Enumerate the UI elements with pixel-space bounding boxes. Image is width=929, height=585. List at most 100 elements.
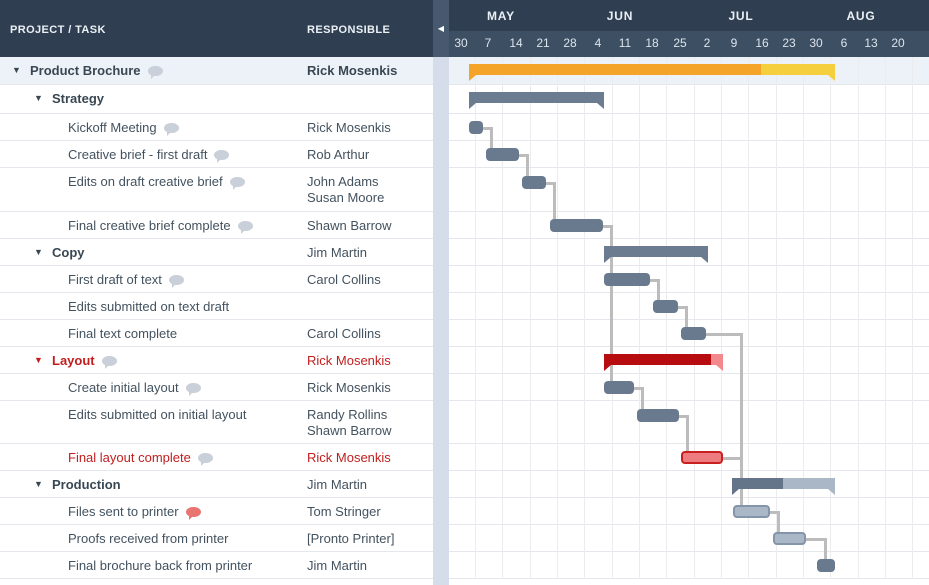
grid-line [694,57,695,579]
summary-bar[interactable] [732,478,835,495]
summary-bar[interactable] [604,246,708,263]
table-row[interactable]: ▼ Copy Jim Martin [0,239,433,266]
timeline-weeks: 30 7 14 21 28 4 11 18 25 2 9 16 23 30 6 13 20 [449,31,929,57]
task-name: Product Brochure [30,63,163,79]
dependency-line [634,387,644,390]
table-row[interactable]: Files sent to printer Tom Stringer [0,498,433,525]
dependency-line [553,182,556,219]
comment-icon[interactable] [185,507,201,520]
gantt-row [449,374,929,401]
responsible-name: Rick Mosenkis [307,353,391,368]
dependency-line [686,415,689,451]
collapse-row-icon[interactable]: ▼ [34,247,43,257]
task-bar[interactable] [486,148,519,161]
summary-bar[interactable] [469,92,604,109]
summary-bar-segment [711,354,723,365]
comment-icon[interactable] [229,177,245,190]
week-label: 18 [645,36,659,50]
gantt-row [449,320,929,347]
dependency-line [777,511,780,532]
gantt-chart: MAY JUN JUL AUG 30 7 14 21 28 4 11 18 25 2 9 16 23 30 6 13… [449,0,929,585]
responsible-name: Shawn Barrow [307,218,392,233]
dependency-line [678,306,688,309]
table-row[interactable]: Edits submitted on text draft [0,293,433,320]
comment-icon[interactable] [185,383,201,396]
table-row[interactable]: Proofs received from printer [Pronto Prin… [0,525,433,552]
dependency-line [806,538,827,541]
collapse-panel-button[interactable]: ◀ [433,0,449,57]
table-row[interactable]: ▼ Strategy [0,85,433,114]
task-bar[interactable] [604,381,634,394]
collapse-row-icon[interactable]: ▼ [34,93,43,103]
dependency-line [526,154,529,176]
collapse-row-icon[interactable]: ▼ [12,65,21,75]
summary-bar[interactable] [604,354,723,371]
table-row[interactable]: Creative brief - first draft Rob Arthur [0,141,433,168]
task-bar[interactable] [681,451,723,464]
task-bar[interactable] [817,559,835,572]
week-label: 7 [484,36,492,50]
grid-line [584,57,585,579]
task-bar[interactable] [469,121,483,134]
table-row[interactable]: Final text complete Carol Collins [0,320,433,347]
table-row[interactable]: ▼ Layout Rick Mosenkis [0,347,433,374]
task-name: Files sent to printer [68,504,201,520]
collapse-row-icon[interactable]: ▼ [34,355,43,365]
table-row[interactable]: First draft of text Carol Collins [0,266,433,293]
task-name: First draft of text [68,272,184,288]
table-row[interactable]: Kickoff Meeting Rick Mosenkis [0,114,433,141]
task-bar[interactable] [681,327,706,340]
week-label: 30 [454,36,468,50]
gantt-row [449,552,929,579]
table-row[interactable]: Create initial layout Rick Mosenkis [0,374,433,401]
comment-icon[interactable] [168,275,184,288]
responsible-name: [Pronto Printer] [307,531,395,546]
grid-line [530,57,531,579]
table-row[interactable]: Edits submitted on initial layout Randy R… [0,401,433,444]
dependency-line [679,415,689,418]
task-name: Edits submitted on text draft [68,299,230,314]
table-row[interactable]: Edits on draft creative brief John Adams S… [0,168,433,212]
table-row[interactable]: Final brochure back from printer Jim Mart… [0,552,433,579]
table-row[interactable]: ▼ Product Brochure Rick Mosenkis [0,57,433,85]
grid-line [912,57,913,579]
gantt-row [449,168,929,212]
month-label: JUN [606,9,634,23]
responsible-name: Jim Martin [307,477,367,492]
comment-icon[interactable] [147,66,163,79]
responsible-name: Jim Martin [307,245,367,260]
dependency-line [685,306,688,327]
dependency-line [723,457,743,460]
gantt-row [449,239,929,266]
task-name: Final creative brief complete [68,218,253,234]
comment-icon[interactable] [214,150,230,163]
task-bar[interactable] [522,176,546,189]
summary-bar[interactable] [469,64,835,81]
task-bar[interactable] [637,409,679,422]
table-row[interactable]: Final layout complete Rick Mosenkis [0,444,433,471]
responsible-name: Susan Moore [307,189,385,205]
comment-icon[interactable] [237,221,253,234]
comment-icon[interactable] [197,453,213,466]
table-row[interactable]: Final creative brief complete Shawn Barro… [0,212,433,239]
task-bar[interactable] [550,219,603,232]
collapse-row-icon[interactable]: ▼ [34,479,43,489]
week-label: 30 [809,36,823,50]
week-label: 11 [618,36,632,50]
responsible-name: Rob Arthur [307,147,370,162]
task-name: Proofs received from printer [68,531,229,546]
responsible-name: Carol Collins [307,272,381,287]
dependency-line [641,387,644,409]
month-label: JUL [728,9,754,23]
dependency-line [519,154,529,157]
week-label: 16 [755,36,769,50]
task-bar[interactable] [604,273,650,286]
task-bar[interactable] [653,300,678,313]
comment-icon[interactable] [101,356,117,369]
comment-icon[interactable] [163,123,179,136]
grid-line [502,57,503,579]
table-row[interactable]: ▼ Production Jim Martin [0,471,433,498]
task-bar[interactable] [733,505,770,518]
task-bar[interactable] [773,532,806,545]
